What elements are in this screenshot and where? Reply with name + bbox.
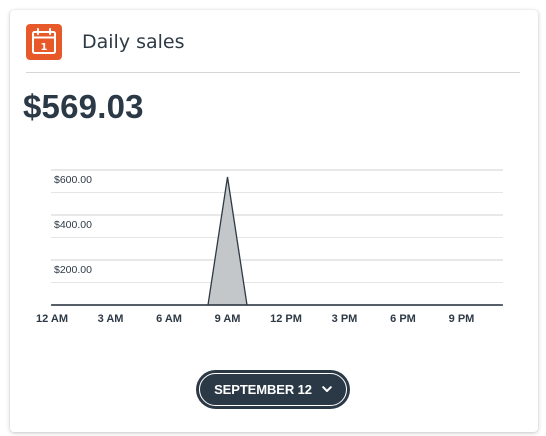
x-tick-label: 12 AM [36, 313, 68, 325]
sales-area-chart: $600.00 $400.00 $200.00 12 AM 3 AM 6 AM 9 AM 12… [36, 169, 503, 325]
x-tick-label: 6 AM [156, 313, 182, 325]
sales-area-series [52, 176, 501, 306]
x-tick-label: 6 PM [390, 313, 416, 325]
daily-sales-card: 1 Daily sales $569.03 [10, 10, 538, 432]
x-tick-label: 9 PM [449, 313, 475, 325]
x-tick-label: 3 AM [98, 313, 124, 325]
chevron-down-icon [322, 386, 332, 392]
x-tick-label: 3 PM [332, 313, 358, 325]
date-selector-label: SEPTEMBER 12 [214, 382, 312, 397]
calendar-day-number: 1 [41, 42, 48, 53]
card-title: Daily sales [82, 31, 185, 53]
y-tick-label: $400.00 [54, 219, 92, 231]
header-divider [26, 72, 520, 73]
y-tick-label: $600.00 [54, 174, 92, 186]
x-tick-label: 12 PM [270, 313, 302, 325]
date-selector-button[interactable]: SEPTEMBER 12 [196, 370, 350, 409]
card-header: 1 Daily sales [26, 24, 185, 60]
calendar-icon: 1 [26, 24, 62, 60]
y-tick-label: $200.00 [54, 264, 92, 276]
sales-total: $569.03 [23, 88, 144, 125]
x-tick-label: 9 AM [215, 313, 241, 325]
